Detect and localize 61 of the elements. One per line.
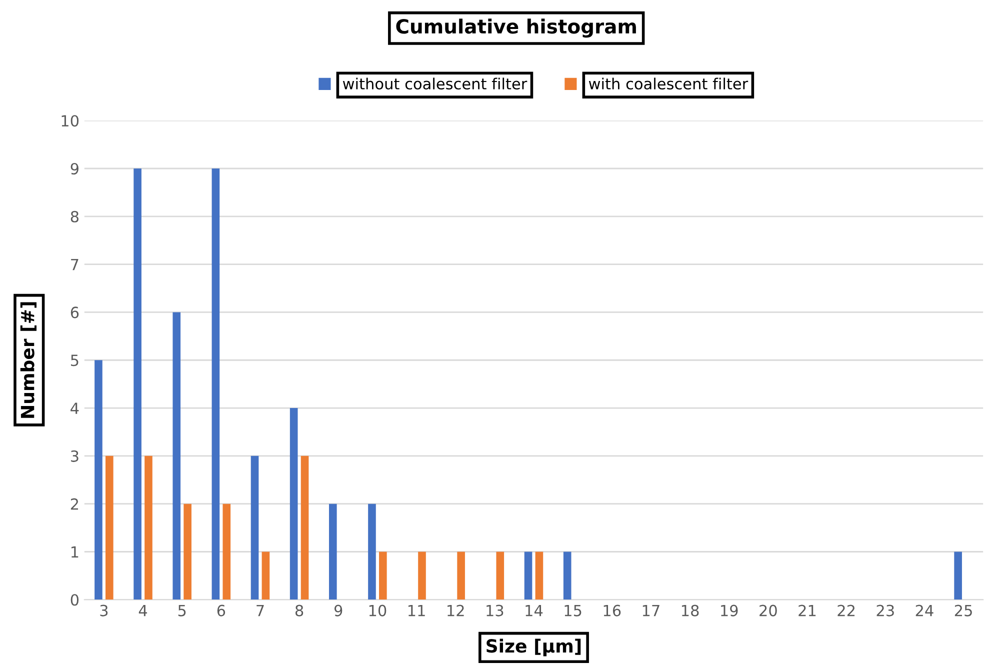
bar [457, 552, 465, 600]
y-tick-label: 1 [72, 546, 78, 558]
bar [563, 552, 572, 600]
x-tick-label: 25 [954, 604, 972, 616]
bar [106, 456, 114, 600]
y-tick-label: 6 [70, 306, 79, 318]
bar [144, 456, 152, 600]
y-tick-label: 10 [62, 115, 79, 127]
bar [172, 312, 181, 600]
bar [379, 552, 387, 600]
x-tick-label: 5 [178, 604, 186, 616]
x-tick-label: 10 [369, 604, 386, 616]
bar [250, 456, 259, 600]
bar [329, 504, 337, 600]
x-tick-label: 11 [408, 604, 425, 616]
y-tick-label: 7 [71, 258, 78, 270]
x-tick-label: 9 [334, 604, 342, 616]
x-tick-label: 19 [721, 604, 738, 616]
x-tick-label: 17 [642, 604, 660, 616]
x-tick-label: 14 [526, 604, 543, 616]
x-tick-label: 18 [682, 604, 699, 616]
x-tick-label: 3 [100, 604, 108, 616]
x-tick-label: 8 [295, 604, 304, 616]
x-axis-title: Size [µm] [486, 638, 581, 656]
bar [134, 168, 142, 600]
x-tick-label: 21 [798, 604, 816, 616]
x-tick-label: 15 [564, 604, 582, 616]
chart-title: Cumulative histogram [396, 18, 636, 38]
bar [535, 552, 544, 600]
y-tick-label: 0 [70, 594, 79, 606]
x-tick-label: 4 [138, 604, 148, 616]
bar [290, 408, 298, 600]
y-tick-label: 2 [70, 498, 78, 510]
legend-label: with coalescent filter [588, 78, 748, 90]
legend-label: without coalescent filter [342, 78, 528, 90]
x-tick-label: 20 [760, 604, 777, 616]
y-tick-label: 8 [70, 210, 78, 222]
y-tick-label: 4 [70, 402, 79, 414]
bar [184, 504, 192, 600]
y-tick-label: 3 [70, 450, 78, 462]
x-tick-label: 22 [838, 604, 855, 616]
y-tick-label: 5 [71, 354, 78, 366]
y-axis-title: Number [#] [20, 302, 37, 418]
bar [418, 552, 426, 600]
y-tick-label: 9 [70, 162, 78, 175]
x-tick-label: 16 [604, 604, 621, 616]
bar [300, 456, 309, 600]
x-tick-label: 24 [916, 604, 934, 616]
bar [368, 504, 376, 600]
bar [954, 552, 962, 600]
x-tick-label: 6 [217, 604, 226, 616]
x-tick-label: 7 [256, 604, 264, 616]
bar [496, 552, 504, 600]
bar [262, 552, 270, 600]
bar [524, 552, 532, 600]
x-tick-label: 13 [486, 604, 504, 616]
x-tick-label: 12 [448, 604, 464, 616]
bar [222, 504, 231, 600]
bar [212, 168, 220, 600]
bar [94, 360, 102, 600]
x-tick-label: 23 [876, 604, 894, 616]
